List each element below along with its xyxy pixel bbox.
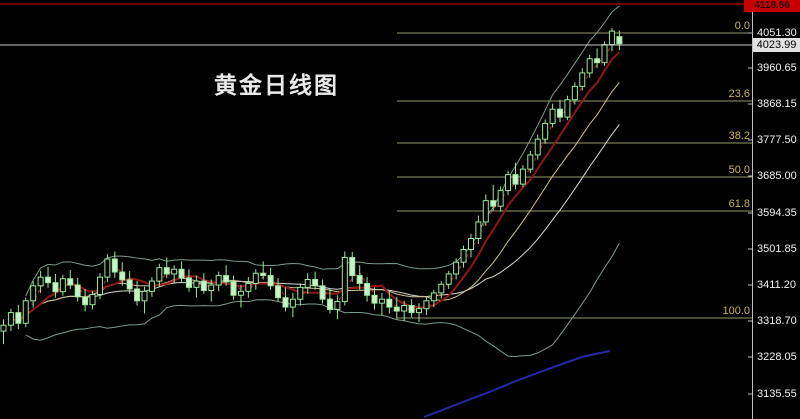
fib-level-label: 0.0	[734, 20, 750, 32]
fib-level-label: 38.2	[728, 130, 750, 142]
price-axis-label: 3135.55	[757, 388, 797, 400]
price-axis-label: 3868.15	[757, 98, 797, 110]
fib-level-label: 61.8	[728, 198, 750, 210]
price-axis-label: 3501.85	[757, 243, 797, 255]
chart-title: 黄金日线图	[214, 73, 339, 99]
price-axis-label: 3411.20	[757, 279, 796, 291]
price-axis-label: 3228.05	[757, 351, 797, 363]
price-axis-label: 3777.50	[757, 134, 797, 146]
price-axis-label: 4051.30	[757, 27, 797, 39]
fib-level-label: 100.0	[722, 305, 750, 317]
current-price-tag: 4023.99	[753, 38, 800, 52]
fib-level-label: 23.6	[728, 88, 750, 100]
price-axis-label: 3960.65	[757, 62, 797, 74]
price-axis-label: 3318.70	[757, 315, 797, 327]
session-high-price-badge: 4118.86	[744, 0, 800, 12]
price-axis-label: 3594.35	[757, 207, 797, 219]
price-axis-label: 3685.00	[757, 170, 797, 182]
fib-level-label: 50.0	[728, 164, 750, 176]
